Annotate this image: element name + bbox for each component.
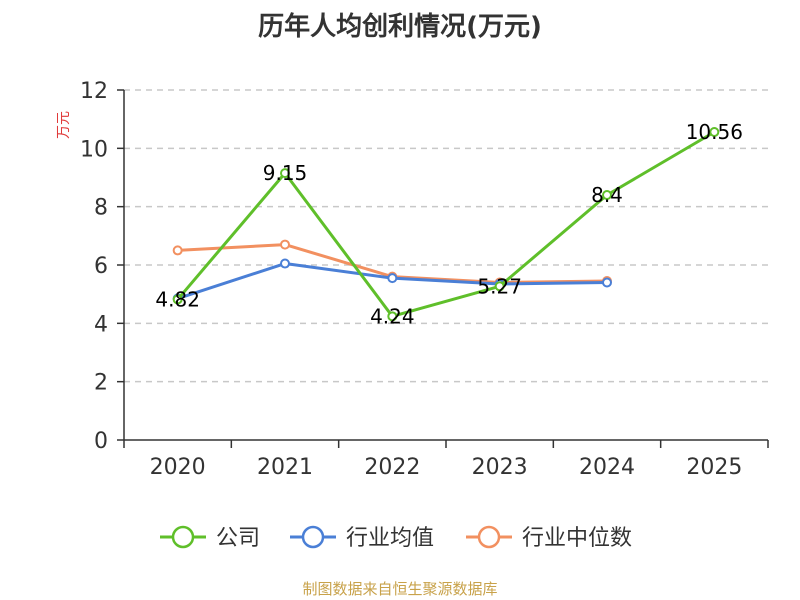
data-label: 9.15 (263, 161, 308, 185)
data-point (494, 281, 505, 292)
x-tick-label: 2020 (150, 455, 206, 480)
data-point (172, 294, 183, 305)
legend-marker (171, 525, 195, 549)
source-note: 制图数据来自恒生聚源数据库 (302, 580, 498, 598)
grid-lines (124, 89, 768, 383)
data-label: 4.82 (155, 287, 200, 311)
x-tick-label: 2023 (472, 455, 528, 480)
chart-title: 历年人均创利情况(万元) (258, 12, 542, 42)
data-point (387, 311, 398, 322)
y-tick-label: 4 (94, 312, 108, 337)
legend-item-1[interactable]: 行业均值 (290, 525, 434, 551)
legend-item-0[interactable]: 公司 (160, 525, 260, 551)
series-layer (172, 127, 720, 322)
data-point (602, 277, 612, 288)
legend-marker (477, 525, 501, 549)
data-label: 10.56 (686, 120, 743, 144)
data-point (172, 245, 183, 256)
y-axis-label: 万元 (56, 111, 72, 139)
data-point (387, 273, 398, 284)
data-point (280, 239, 290, 250)
data-label: 8.4 (591, 183, 623, 207)
y-tick-label: 0 (94, 429, 108, 454)
series-line (176, 130, 716, 318)
data-point (280, 258, 290, 269)
axes: 0 2 4 6 8 10 12 2020 2021 2022 2023 2024 2025 (80, 79, 769, 480)
data-point (602, 190, 612, 200)
y-tick-label: 2 (94, 371, 108, 396)
legend-label: 行业均值 (346, 526, 434, 551)
y-tick-label: 6 (94, 254, 108, 279)
data-point (709, 127, 720, 137)
x-tick-label: 2021 (257, 455, 313, 480)
legend-marker (301, 525, 325, 549)
x-tick-label: 2025 (686, 455, 742, 480)
legend-label: 公司 (216, 526, 260, 551)
legend-item-2[interactable]: 行业中位数 (466, 525, 632, 551)
y-tick-label: 8 (94, 196, 108, 221)
data-label: 5.27 (477, 274, 522, 298)
data-labels: 4.82 9.15 4.24 5.27 8.4 10.56 (155, 120, 743, 328)
legend[interactable]: 公司 行业均值 行业中位数 (160, 525, 632, 551)
x-tick-label: 2024 (579, 455, 635, 480)
data-point (280, 168, 290, 179)
y-tick-label: 12 (80, 79, 108, 104)
series-0 (172, 127, 720, 322)
legend-label: 行业中位数 (522, 526, 632, 551)
data-label: 4.24 (370, 304, 415, 328)
y-tick-label: 10 (80, 137, 108, 162)
x-tick-label: 2022 (364, 455, 420, 480)
